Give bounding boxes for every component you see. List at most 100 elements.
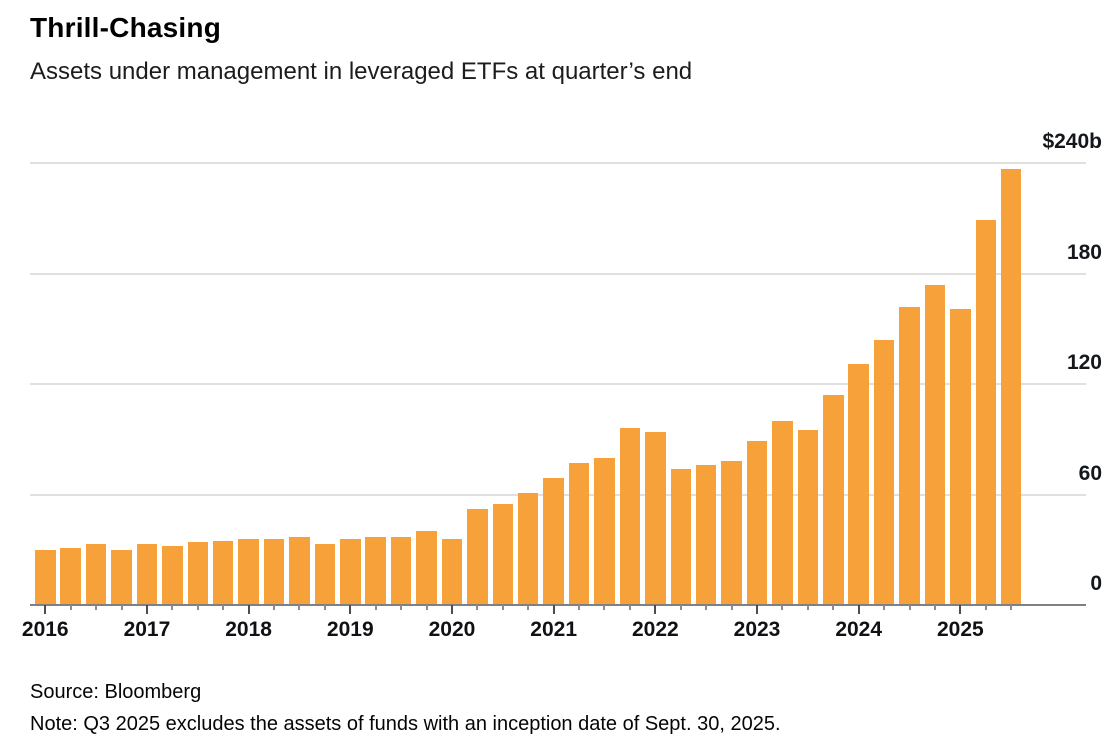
x-tick-quarter — [476, 605, 479, 610]
y-axis-label: 60 — [1078, 461, 1102, 485]
x-axis-year-label: 2023 — [733, 618, 781, 641]
x-tick-quarter — [1010, 605, 1013, 610]
x-tick-quarter — [374, 605, 377, 610]
x-tick-year — [44, 605, 47, 614]
x-tick-quarter — [933, 605, 936, 610]
chart-title: Thrill-Chasing — [30, 12, 222, 43]
bar — [517, 492, 539, 605]
x-tick-quarter — [323, 605, 326, 610]
x-tick-quarter — [425, 605, 428, 610]
gridline — [30, 272, 1086, 275]
bar — [975, 220, 997, 605]
chart-subtitle: Assets under management in leveraged ETF… — [30, 58, 693, 85]
x-axis-year-label: 2018 — [225, 618, 272, 641]
bar — [797, 430, 819, 605]
x-axis-year-label: 2019 — [326, 618, 374, 641]
x-tick-year — [654, 605, 657, 614]
source-text: Source: Bloomberg — [30, 681, 202, 703]
bar — [721, 461, 742, 605]
bar — [746, 441, 768, 605]
bar — [950, 308, 971, 605]
gridline — [30, 383, 1086, 385]
bar — [1000, 168, 1022, 605]
y-axis-label: $240b — [1042, 130, 1102, 153]
bar — [924, 284, 946, 605]
x-axis-year-label: 2024 — [835, 618, 883, 641]
x-tick-quarter — [806, 605, 809, 610]
bar — [162, 546, 183, 605]
bar — [670, 468, 691, 605]
x-tick-quarter — [501, 605, 504, 610]
bar — [238, 538, 259, 605]
x-tick-quarter — [730, 605, 733, 610]
bar — [543, 477, 564, 605]
x-tick-quarter — [908, 605, 911, 610]
x-tick-quarter — [527, 605, 530, 610]
x-tick-quarter — [400, 605, 403, 610]
x-tick-quarter — [273, 605, 276, 610]
bar — [314, 544, 336, 605]
x-tick-year — [959, 605, 962, 614]
bar — [136, 544, 158, 605]
x-axis-year-label: 2016 — [21, 618, 69, 641]
x-tick-quarter — [679, 605, 682, 610]
bar — [492, 503, 514, 605]
bar — [467, 509, 488, 605]
x-axis-year-label: 2020 — [428, 618, 476, 641]
bar — [187, 542, 209, 605]
x-tick-year — [450, 605, 453, 614]
x-axis-year-label: 2022 — [631, 618, 679, 641]
bar — [823, 395, 844, 605]
bar — [848, 363, 869, 605]
y-axis-label: 0 — [1090, 572, 1102, 595]
bar — [365, 536, 386, 605]
x-tick-quarter — [120, 605, 123, 610]
bar — [60, 547, 81, 605]
x-tick-quarter — [578, 605, 581, 610]
bar — [340, 538, 361, 605]
x-tick-quarter — [883, 605, 886, 610]
x-tick-year — [756, 605, 758, 614]
x-tick-quarter — [171, 605, 174, 610]
bar — [695, 465, 717, 605]
x-tick-quarter — [298, 605, 301, 610]
bar — [416, 531, 437, 605]
bar — [111, 549, 132, 605]
bar — [289, 536, 310, 605]
y-axis-label: 180 — [1066, 240, 1102, 264]
x-tick-year — [145, 605, 148, 614]
bar — [35, 549, 56, 605]
y-axis-label: 120 — [1066, 351, 1102, 374]
x-tick-year — [349, 605, 352, 614]
x-tick-quarter — [222, 605, 225, 610]
note-text: Note: Q3 2025 excludes the assets of fun… — [30, 713, 781, 735]
x-tick-quarter — [69, 605, 72, 610]
x-tick-quarter — [603, 605, 606, 610]
bar — [899, 306, 920, 605]
x-tick-quarter — [832, 605, 835, 610]
chart-footer: Source: Bloomberg Note: Q3 2025 excludes… — [30, 676, 781, 740]
x-tick-quarter — [628, 605, 631, 610]
x-axis-year-label: 2017 — [123, 618, 171, 641]
x-axis-year-label: 2025 — [937, 618, 984, 641]
bar — [85, 544, 107, 605]
bar — [772, 420, 793, 605]
x-axis-line — [30, 604, 1086, 606]
x-tick-quarter — [781, 605, 784, 610]
bar — [873, 339, 895, 605]
x-tick-quarter — [984, 605, 987, 610]
bar — [441, 538, 463, 605]
x-axis-year-label: 2021 — [530, 618, 577, 641]
bar — [390, 536, 412, 605]
x-tick-quarter — [95, 605, 98, 610]
bar — [212, 540, 234, 605]
bar — [594, 457, 615, 605]
bar — [619, 428, 641, 605]
x-tick-year — [247, 605, 250, 614]
x-tick-quarter — [196, 605, 199, 610]
bar — [645, 431, 666, 605]
x-tick-year — [857, 605, 860, 614]
bar — [568, 463, 590, 605]
x-tick-quarter — [705, 605, 708, 610]
